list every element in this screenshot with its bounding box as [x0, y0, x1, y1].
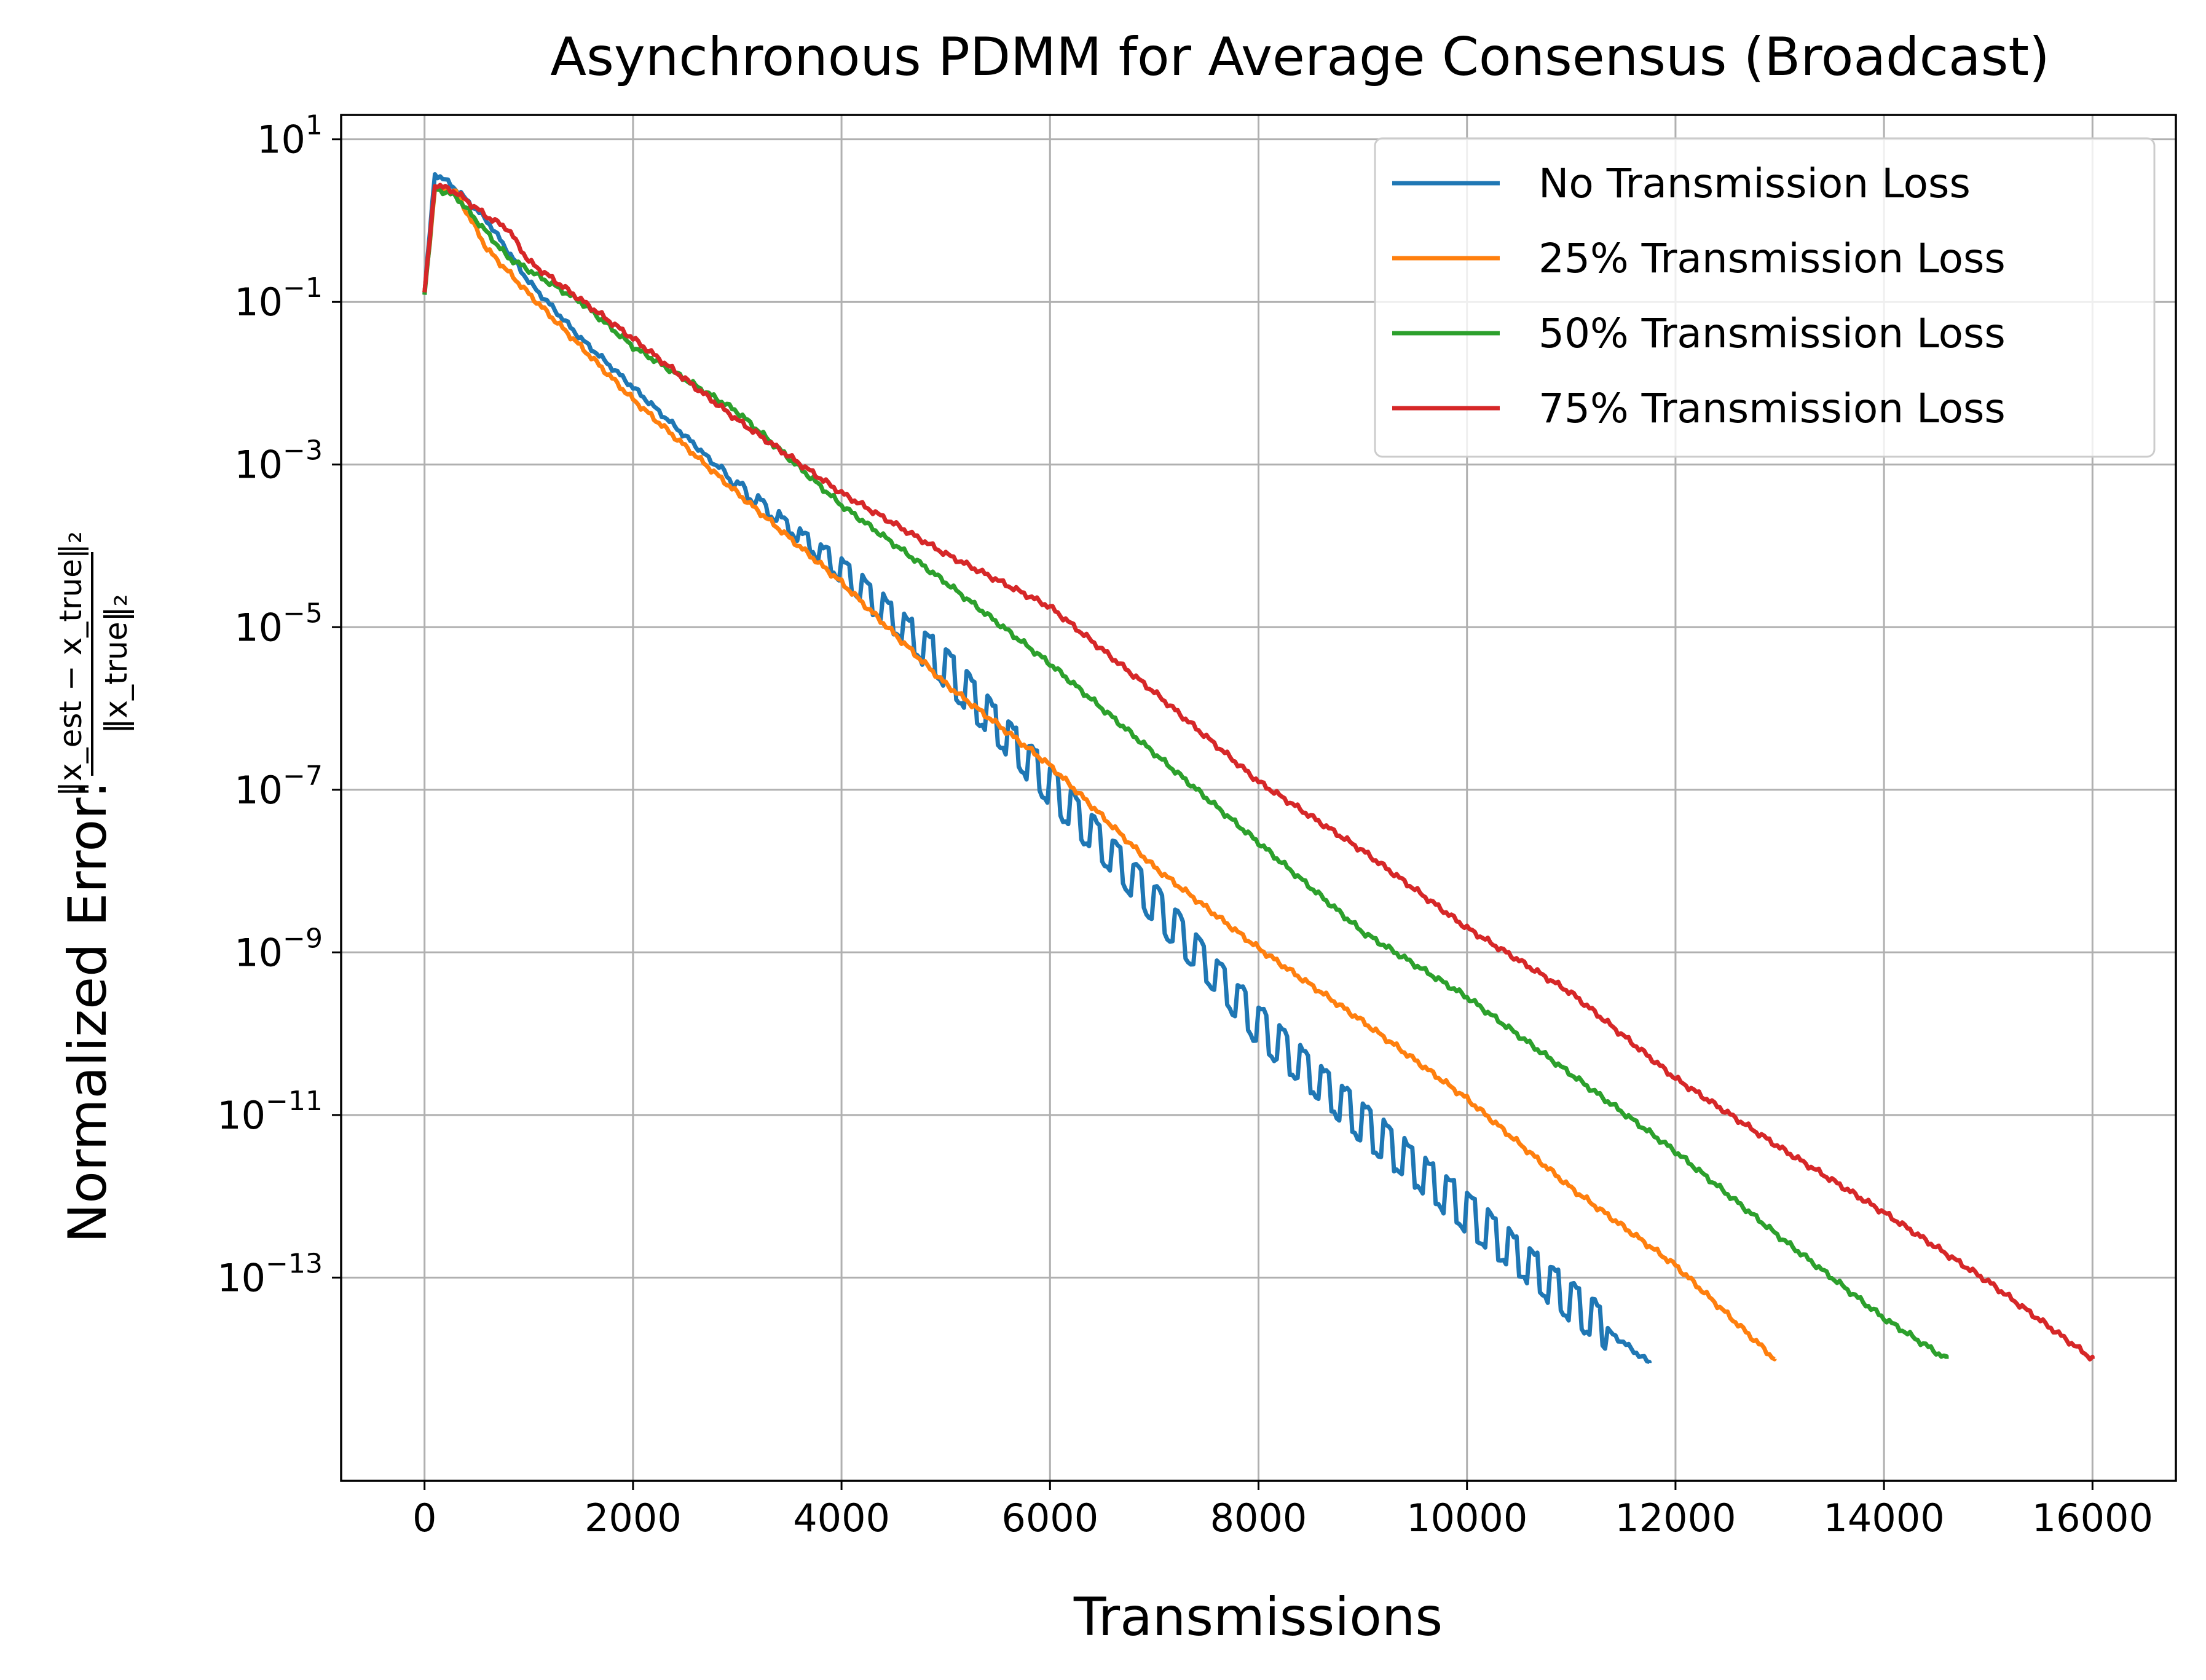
y-tick-label: 10−13: [217, 1248, 323, 1300]
y-axis-label-denominator: ‖x_true‖₂: [98, 594, 134, 733]
x-tick-label: 14000: [1823, 1496, 1944, 1540]
y-axis-ticks: 101 10−1 10−3 10−5 10−7 10−9 10−11 10−13: [217, 110, 341, 1300]
series-line-3: [422, 183, 2095, 1362]
y-axis-label: Normalized Error: ‖x_est − x_true‖₂ ‖x_t…: [53, 531, 134, 1243]
x-axis-ticks: 0 2000 4000 6000 8000 10000 12000 14000 16000: [412, 1481, 2153, 1540]
legend-label: 50% Transmission Loss: [1538, 310, 2006, 357]
x-tick-label: 16000: [2032, 1496, 2153, 1540]
legend: No Transmission Loss 25% Transmission Los…: [1374, 137, 2156, 458]
y-tick-label: 10−5: [234, 597, 323, 650]
y-tick-label: 10−9: [234, 923, 323, 975]
series-line-0: [422, 172, 1652, 1365]
x-axis-label: Transmissions: [1073, 1587, 1443, 1648]
x-tick-label: 0: [412, 1496, 436, 1540]
y-tick-label: 10−3: [234, 435, 323, 487]
y-axis-label-numerator: ‖x_est − x_true‖₂: [53, 531, 89, 797]
series-lines: [422, 172, 2095, 1365]
legend-label: 75% Transmission Loss: [1538, 385, 2006, 432]
x-tick-label: 8000: [1210, 1496, 1307, 1540]
x-tick-label: 2000: [585, 1496, 682, 1540]
y-tick-label: 101: [257, 110, 323, 162]
y-axis-label-prefix: Normalized Error:: [57, 781, 119, 1243]
y-tick-label: 10−1: [234, 272, 323, 325]
x-tick-label: 10000: [1406, 1496, 1527, 1540]
legend-box: [1374, 137, 2156, 458]
x-tick-label: 12000: [1615, 1496, 1736, 1540]
legend-label: 25% Transmission Loss: [1538, 235, 2006, 282]
x-tick-label: 4000: [793, 1496, 890, 1540]
chart-title: Asynchronous PDMM for Average Consensus …: [550, 26, 2049, 88]
legend-label: No Transmission Loss: [1538, 160, 1971, 207]
y-tick-label: 10−11: [217, 1086, 323, 1138]
y-tick-label: 10−7: [234, 760, 323, 813]
series-line-1: [422, 183, 1777, 1362]
x-tick-label: 6000: [1001, 1496, 1098, 1540]
